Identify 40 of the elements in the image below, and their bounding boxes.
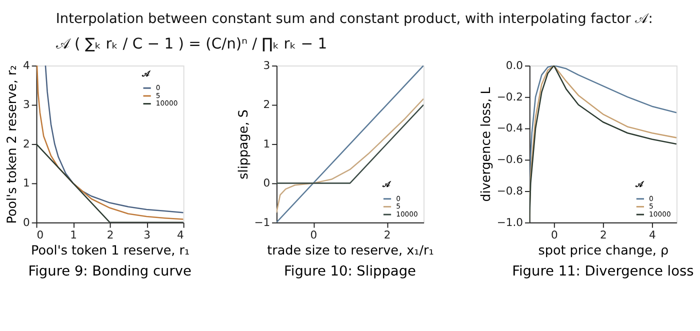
y-tick-label: 0.0 [506, 58, 524, 72]
legend-title: 𝒜 [141, 69, 152, 78]
x-tick-label: 0 [310, 228, 318, 242]
y-tick-label: −0.4 [496, 122, 524, 135]
x-axis-title: spot price change, ρ [538, 243, 669, 258]
x-axis-title: Pool's token 1 reserve, r₁ [30, 243, 190, 258]
x-tick-label: 3 [144, 228, 150, 242]
y-tick-label: 2 [263, 98, 270, 112]
y-tick-label: 1 [23, 176, 30, 190]
text: Figure 11: Divergence loss [512, 263, 694, 280]
x-tick-label: 4 [649, 228, 656, 242]
y-tick-label: 2 [23, 137, 30, 150]
text: 𝒜 ( ∑ₖ rₖ / C − 1 ) = (C/n)ⁿ / ∏ₖ rₖ − 1 [56, 35, 328, 52]
y-tick-label: 4 [23, 58, 30, 72]
x-tick-label: 2 [106, 228, 114, 242]
y-tick-label: −0.6 [496, 153, 524, 166]
text: Figure 9: Bonding curve [28, 263, 192, 280]
y-tick-label: 1 [263, 137, 270, 150]
x-axis-title: trade size to reserve, x₁/r₁ [267, 243, 434, 258]
y-tick-label: 0 [23, 216, 30, 229]
x-tick-label: 0 [36, 228, 44, 242]
legend-title: 𝒜 [381, 180, 392, 190]
y-axis-title: Pool's token 2 reserve, r₂ [5, 65, 20, 224]
x-tick-label: 0 [550, 228, 558, 242]
legend-title: 𝒜 [634, 180, 644, 190]
y-tick-label: −1 [254, 216, 270, 229]
text: Figure 10: Slippage [284, 263, 416, 280]
y-axis-title: slippage, S [236, 110, 252, 180]
y-tick-label: −0.2 [496, 90, 524, 104]
y-tick-label: 3 [23, 98, 30, 112]
x-tick-label: 2 [600, 228, 607, 242]
y-tick-label: −1.0 [496, 216, 524, 229]
x-tick-label: 2 [384, 228, 391, 242]
x-tick-label: 4 [176, 228, 184, 242]
text: Interpolation between constant sum and constant product, with interpolating factor 𝒜: [56, 10, 653, 27]
y-tick-label: 0 [263, 176, 270, 190]
y-tick-label: −0.8 [496, 184, 524, 198]
y-axis-title: divergence loss, L [478, 86, 494, 202]
y-tick-label: 3 [263, 58, 270, 72]
x-tick-label: 1 [70, 228, 77, 242]
